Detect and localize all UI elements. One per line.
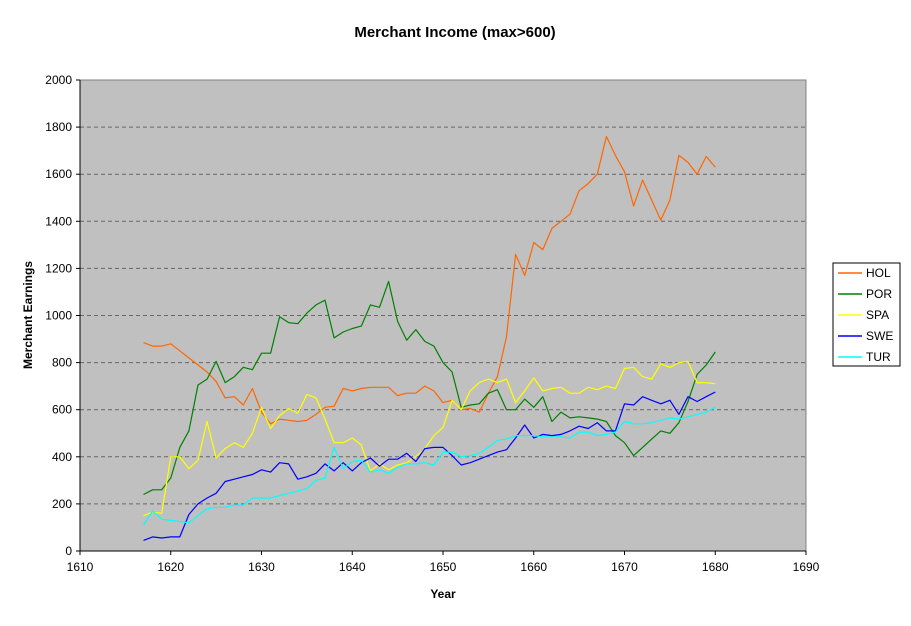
legend-label-spa: SPA bbox=[866, 308, 889, 322]
x-tick-label: 1650 bbox=[430, 560, 457, 574]
legend-label-por: POR bbox=[866, 287, 892, 301]
y-tick-label: 1400 bbox=[45, 214, 72, 228]
series-line-hol bbox=[143, 135, 716, 425]
y-tick-label: 1000 bbox=[45, 309, 72, 323]
x-tick-label: 1680 bbox=[702, 560, 729, 574]
x-axis-label: Year bbox=[430, 587, 456, 601]
series-line-tur bbox=[142, 406, 716, 526]
legend-label-swe: SWE bbox=[866, 329, 893, 343]
y-tick-label: 600 bbox=[52, 403, 72, 417]
y-tick-label: 1200 bbox=[45, 261, 72, 275]
x-tick-label: 1610 bbox=[67, 560, 94, 574]
x-tick-label: 1640 bbox=[339, 560, 366, 574]
legend-label-tur: TUR bbox=[866, 350, 891, 364]
y-axis-label: Merchant Earnings bbox=[21, 261, 35, 369]
axes: 0 200 400 600 800 1000 1200 1400 1600 1800 2000 161… bbox=[45, 73, 819, 574]
legend-items: HOL POR SPA SWE TUR bbox=[838, 266, 893, 364]
x-tick-label: 1690 bbox=[793, 560, 820, 574]
chart-title: Merchant Income (max>600) bbox=[354, 24, 555, 41]
series-lines bbox=[142, 135, 716, 541]
y-tick-label: 1800 bbox=[45, 120, 72, 134]
series-line-por bbox=[143, 280, 716, 496]
legend: HOL POR SPA SWE TUR bbox=[832, 262, 901, 367]
y-tick-label: 800 bbox=[52, 356, 72, 370]
series-line-swe bbox=[143, 391, 716, 541]
x-tick-label: 1660 bbox=[520, 560, 547, 574]
series-line-spa bbox=[143, 360, 716, 517]
x-tick-label: 1670 bbox=[611, 560, 638, 574]
x-tick-label: 1630 bbox=[248, 560, 275, 574]
y-tick-label: 200 bbox=[52, 497, 72, 511]
legend-label-hol: HOL bbox=[866, 266, 891, 280]
y-tick-label: 1600 bbox=[45, 167, 72, 181]
y-tick-label: 0 bbox=[65, 544, 72, 558]
y-tick-label: 2000 bbox=[45, 73, 72, 87]
y-tick-label: 400 bbox=[52, 450, 72, 464]
x-tick-label: 1620 bbox=[157, 560, 184, 574]
